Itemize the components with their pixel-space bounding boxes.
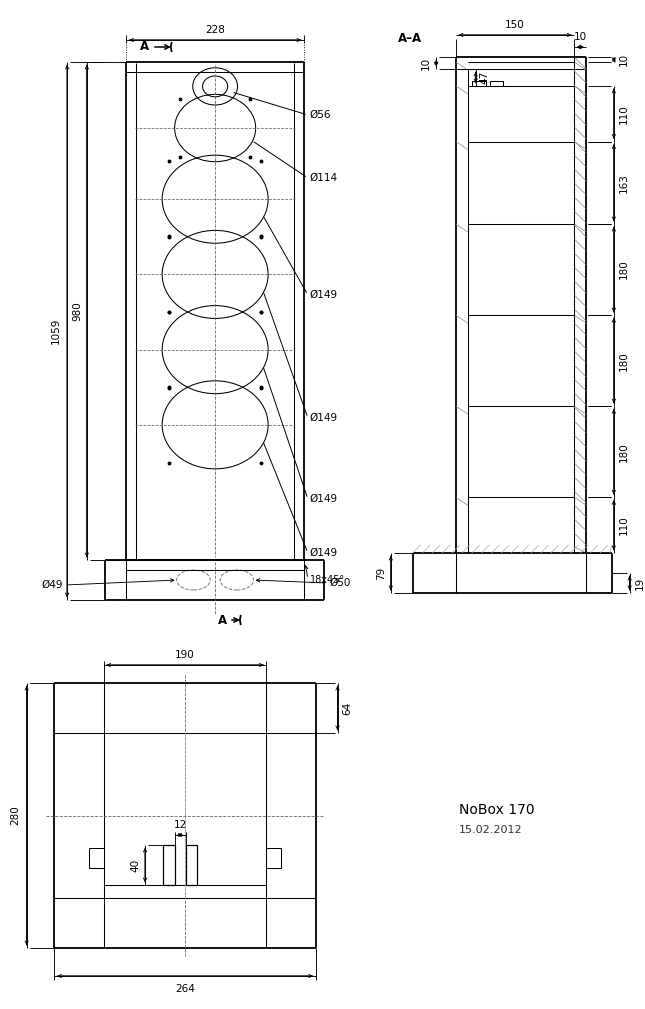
Bar [163,845,175,885]
Text: Ø149: Ø149 [310,290,338,300]
Text: 180: 180 [619,259,629,279]
Text: 163: 163 [619,173,629,193]
Text: 79: 79 [376,566,386,579]
Text: A: A [140,40,149,53]
Text: NoBox 170: NoBox 170 [459,803,535,817]
Text: Ø50: Ø50 [330,578,351,588]
Text: 190: 190 [175,650,195,660]
Bar [186,845,197,885]
Text: 19: 19 [635,576,644,589]
Text: Ø149: Ø149 [310,494,338,504]
Text: 18x45°: 18x45° [310,575,345,585]
Text: 10: 10 [619,52,629,67]
Text: 180: 180 [619,351,629,370]
Text: 64: 64 [342,701,352,714]
Text: 280: 280 [11,805,21,825]
Text: 1059: 1059 [51,318,61,344]
Bar [490,81,503,86]
Text: 110: 110 [619,516,629,535]
Text: Ø49: Ø49 [42,580,63,590]
Text: 10: 10 [574,32,587,42]
Text: 47: 47 [480,71,490,84]
Text: A–A: A–A [398,31,422,44]
Text: 12: 12 [174,820,187,830]
Bar [471,81,486,86]
Text: Ø56: Ø56 [310,110,332,120]
Text: Ø149: Ø149 [310,413,338,423]
Text: 150: 150 [505,20,525,30]
Text: 15.02.2012: 15.02.2012 [459,825,522,835]
Text: Ø149: Ø149 [310,548,338,558]
Text: 10: 10 [421,57,432,70]
Text: Ø114: Ø114 [310,173,338,183]
Text: A: A [218,613,227,627]
Text: 980: 980 [72,301,82,321]
Text: 110: 110 [619,104,629,123]
Text: 180: 180 [619,442,629,462]
Text: 40: 40 [130,859,140,872]
Text: 228: 228 [205,25,225,35]
Text: 264: 264 [175,984,195,994]
